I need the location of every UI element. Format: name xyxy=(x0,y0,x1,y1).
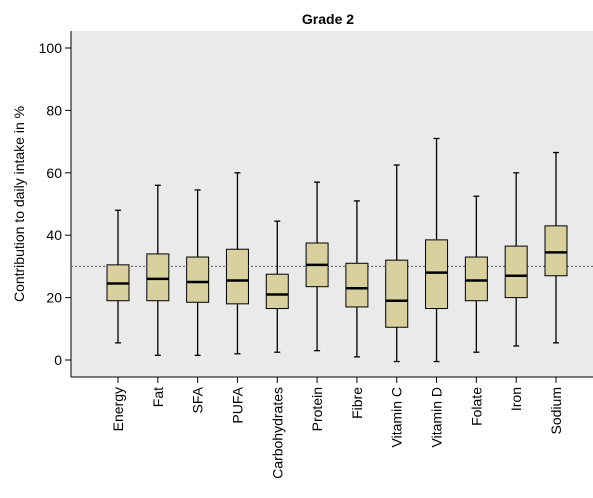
x-tick-label: Energy xyxy=(110,387,126,431)
x-tick-label: PUFA xyxy=(229,386,245,423)
box-iqr xyxy=(504,245,528,299)
box-iqr xyxy=(385,259,409,328)
x-tick-label: Sodium xyxy=(548,387,564,434)
box-vitamin-d xyxy=(425,137,449,363)
box-iqr xyxy=(225,248,249,305)
box-carbohydrates xyxy=(265,220,289,353)
box-iqr xyxy=(425,239,449,310)
box-iqr xyxy=(464,256,488,302)
x-tick-label: Folate xyxy=(468,387,484,426)
y-axis-label: Contribution to daily intake in % xyxy=(11,106,27,302)
plot-area xyxy=(71,31,593,377)
box-folate xyxy=(464,195,488,353)
box-energy xyxy=(106,209,130,344)
x-tick-label: Fibre xyxy=(349,387,365,419)
x-tick-label: Iron xyxy=(508,387,524,411)
y-tick-label: 60 xyxy=(46,165,62,181)
x-tick-label: Vitamin C xyxy=(389,387,405,447)
box-fibre xyxy=(345,200,369,358)
box-iqr xyxy=(186,256,210,303)
box-group xyxy=(106,137,568,363)
y-tick-label: 0 xyxy=(54,352,62,368)
y-tick-label: 40 xyxy=(46,227,62,243)
x-axis-ticks: Energy Fat SFA PUFA Carbohydrates Protein Fibr… xyxy=(110,377,564,479)
x-tick-label: Protein xyxy=(309,387,325,431)
y-axis-ticks: 0 20 40 60 80 100 xyxy=(39,40,71,368)
box-sfa xyxy=(186,189,210,356)
box-protein xyxy=(305,181,329,352)
chart-title: Grade 2 xyxy=(302,11,354,27)
y-tick-label: 20 xyxy=(46,290,62,306)
box-iron xyxy=(504,172,528,347)
y-tick-label: 100 xyxy=(39,40,63,56)
x-tick-label: SFA xyxy=(190,386,206,413)
box-sodium xyxy=(544,151,568,344)
box-vitamin-c xyxy=(385,164,409,363)
box-iqr xyxy=(265,273,289,310)
x-tick-label: Vitamin D xyxy=(429,387,445,447)
box-fat xyxy=(146,184,170,356)
x-tick-label: Fat xyxy=(150,387,166,407)
x-tick-label: Carbohydrates xyxy=(269,387,285,479)
box-iqr xyxy=(146,253,170,302)
box-pufa xyxy=(225,172,249,355)
y-tick-label: 80 xyxy=(46,102,62,118)
box-iqr xyxy=(544,225,568,277)
box-iqr xyxy=(345,262,369,308)
